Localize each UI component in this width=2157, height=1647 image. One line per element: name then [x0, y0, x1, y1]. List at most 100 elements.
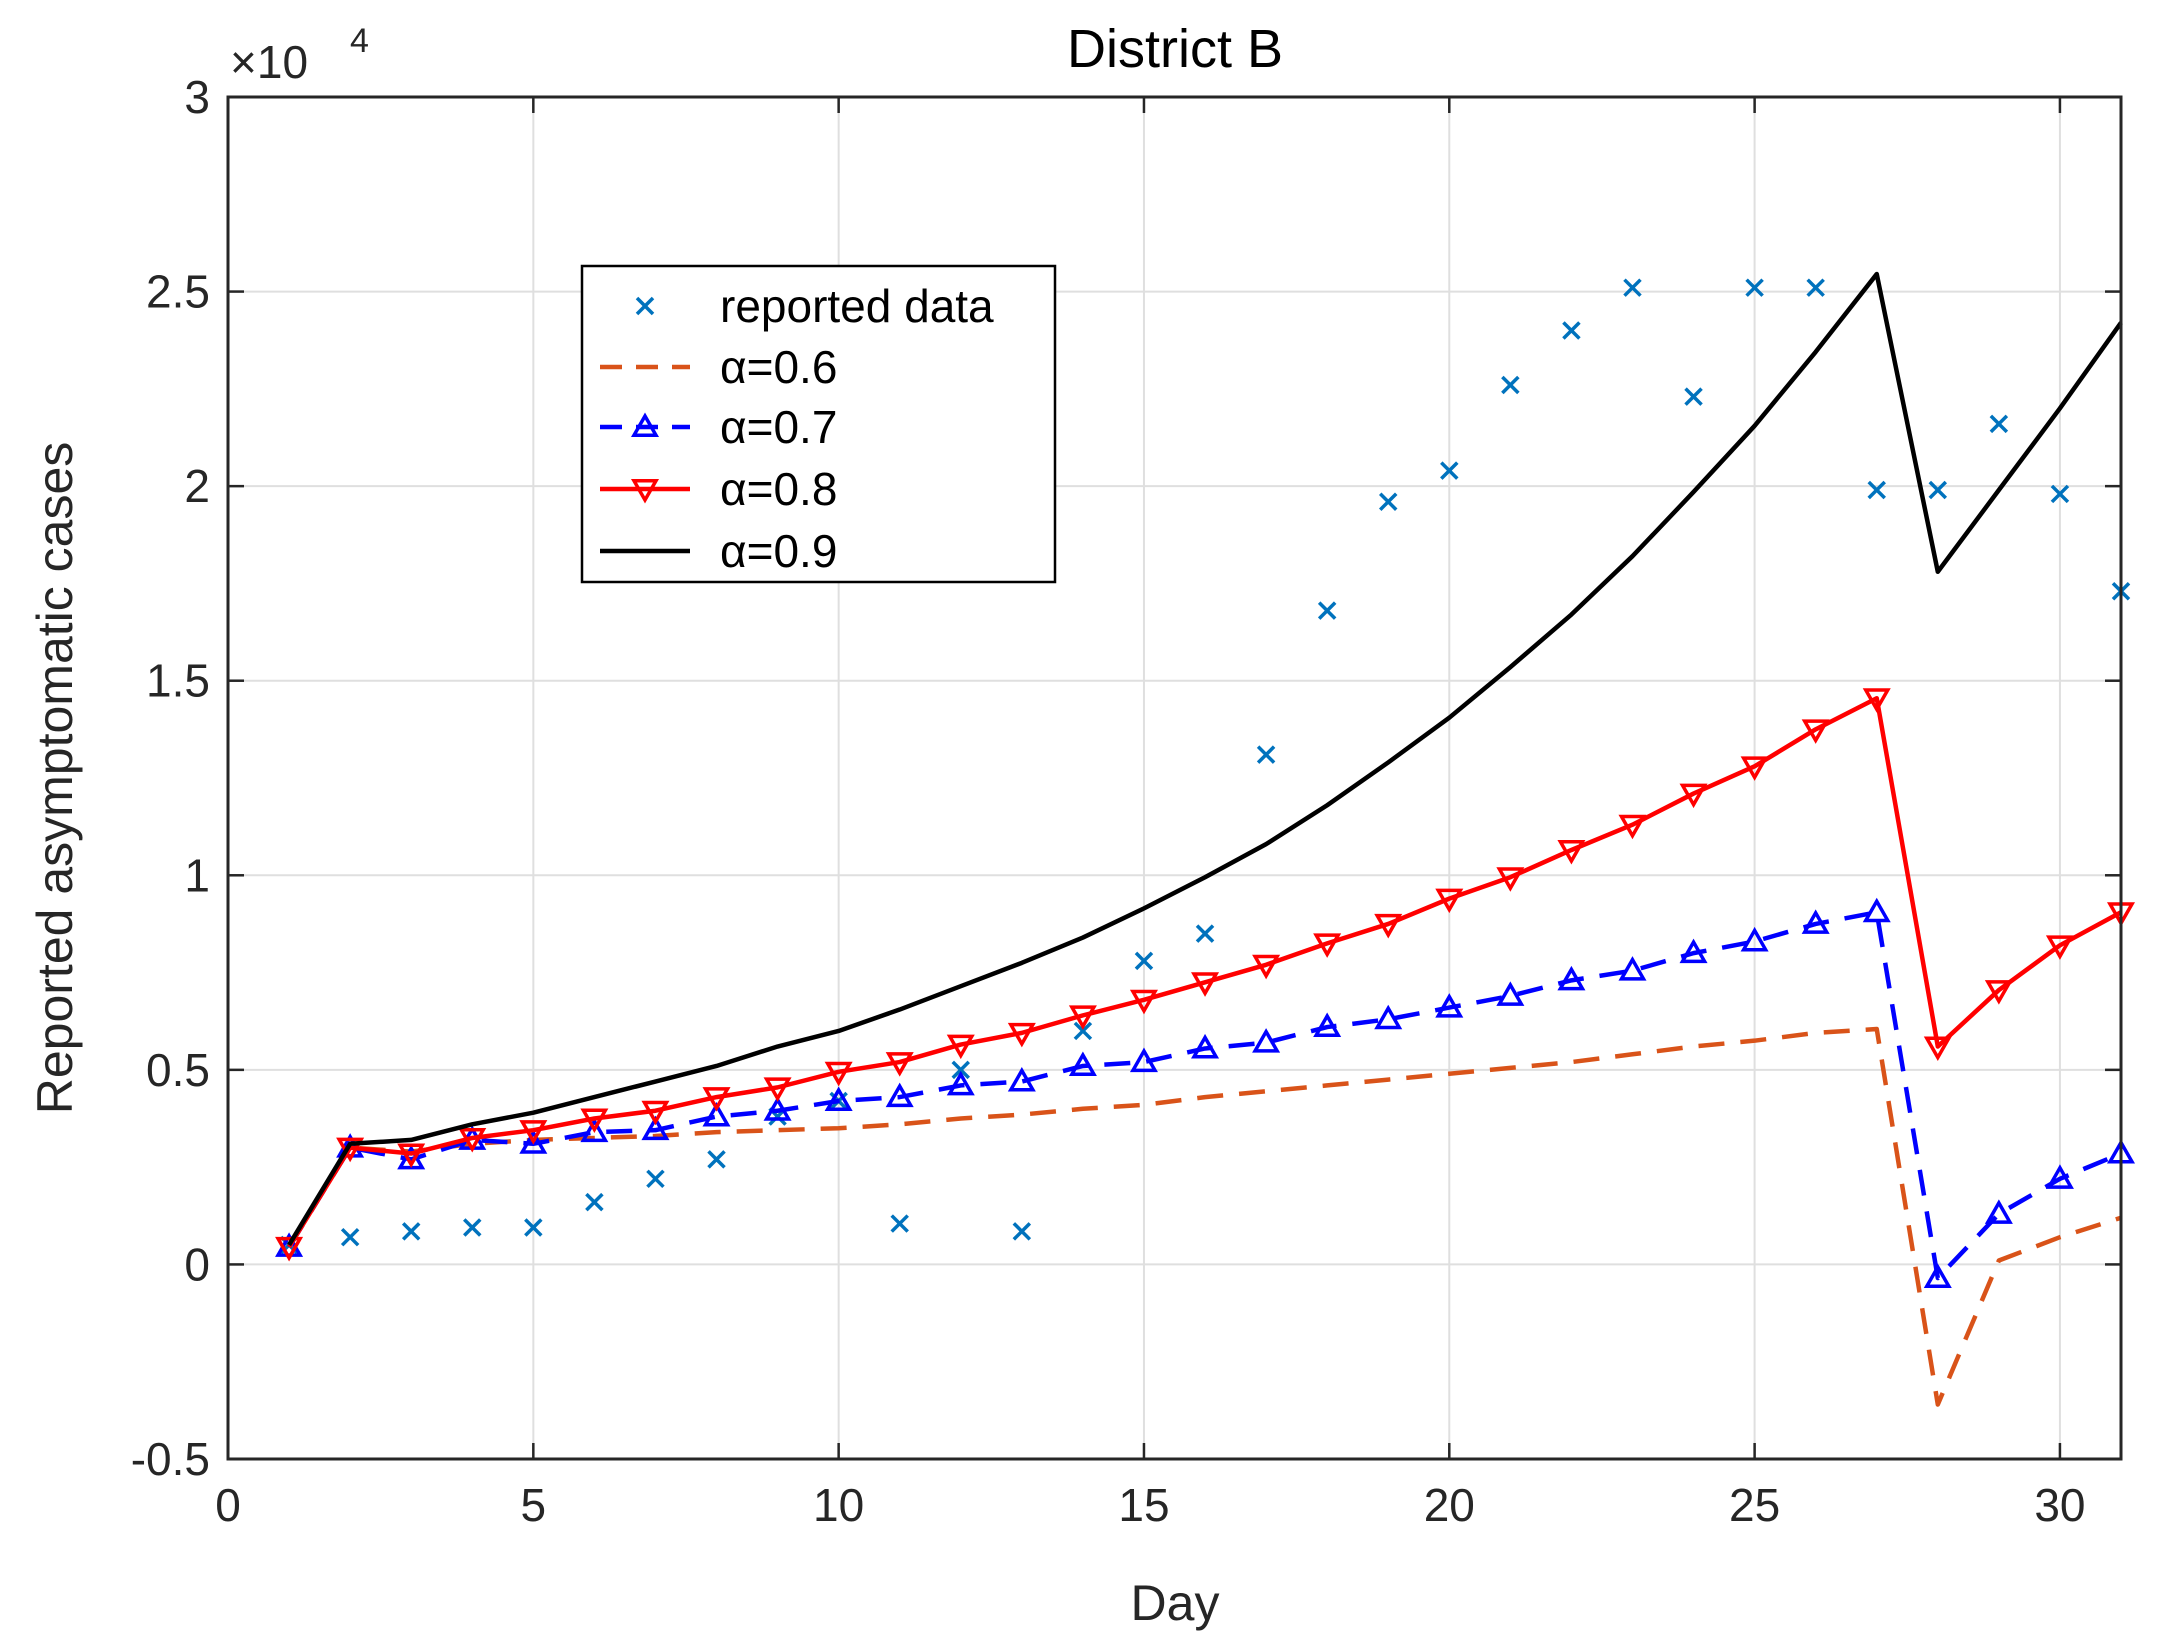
- legend-label: reported data: [720, 280, 994, 332]
- x-tick-label: 25: [1729, 1479, 1780, 1531]
- data-point: [1923, 1036, 1952, 1062]
- data-point-stroke: [1684, 387, 1703, 406]
- chart-title: District B: [1067, 19, 1283, 79]
- data-point-stroke: [1806, 278, 1825, 297]
- data-point-stroke: [1012, 1222, 1032, 1241]
- data-point: [1984, 980, 2013, 1005]
- data-point-stroke: [1501, 375, 1520, 395]
- series-alpha-0-9: [287, 271, 2123, 1247]
- data-point: [1440, 461, 1459, 480]
- data-point: [702, 1102, 731, 1127]
- data-point: [1374, 913, 1403, 939]
- data-point-stroke: [1867, 480, 1886, 500]
- data-point: [1313, 933, 1342, 958]
- series-line: [287, 1026, 2122, 1407]
- data-point: [519, 1120, 548, 1145]
- data-point: [1618, 956, 1647, 981]
- legend: reported data α=0.6 α=0.7 α=0.8 α=0.9: [580, 264, 1057, 584]
- data-point: [524, 1218, 543, 1237]
- data-point: [646, 1169, 665, 1189]
- x-tick-label: 5: [521, 1479, 547, 1531]
- data-point-stroke: [890, 1214, 909, 1233]
- data-point: [340, 1227, 360, 1247]
- data-point: [1252, 1028, 1281, 1053]
- legend-items: reported data α=0.6 α=0.7 α=0.8 α=0.9: [600, 280, 994, 577]
- data-point: [1740, 926, 1769, 952]
- data-point-stroke: [1378, 492, 1398, 511]
- data-point: [1374, 1004, 1403, 1030]
- data-point: [397, 1143, 426, 1169]
- y-tick-label: 0.5: [146, 1044, 210, 1096]
- data-point-stroke: [585, 1192, 604, 1212]
- series-reported-data: [279, 278, 2131, 1255]
- plot-frame: [226, 95, 2123, 1461]
- y-tick-label: 0: [184, 1238, 210, 1290]
- y-tick-label: 2: [184, 460, 210, 512]
- axis-ticks: 0 5 10 15 20 25 30-0.500.511.522.53: [131, 71, 2121, 1531]
- data-point-stroke: [524, 1218, 543, 1237]
- data-point: [2045, 1164, 2074, 1189]
- data-point-stroke: [1195, 924, 1215, 943]
- data-point: [707, 1150, 726, 1169]
- data-point-stroke: [951, 1060, 971, 1080]
- data-point: [1068, 1005, 1097, 1030]
- data-point: [1989, 414, 2009, 434]
- data-point: [1745, 278, 1764, 297]
- legend-item: reported data: [635, 280, 994, 332]
- data-point: [458, 1127, 487, 1153]
- legend-item: α=0.7: [600, 401, 837, 453]
- data-point: [1007, 1022, 1036, 1048]
- data-point: [1562, 321, 1581, 340]
- data-point-stroke: [1745, 278, 1764, 297]
- data-point: [641, 1115, 670, 1141]
- legend-label: α=0.7: [720, 401, 837, 453]
- grid-lines: [228, 97, 2121, 1459]
- data-point-stroke: [646, 1169, 665, 1189]
- data-point: [1801, 909, 1830, 934]
- data-point: [580, 1117, 609, 1143]
- data-point: [1129, 1047, 1158, 1073]
- legend-box: [580, 264, 1057, 584]
- data-point-stroke: [340, 1227, 360, 1247]
- data-point-stroke: [1317, 601, 1337, 620]
- legend-item: α=0.8: [600, 463, 837, 515]
- data-point: [463, 1218, 482, 1237]
- data-point: [890, 1214, 909, 1233]
- series-line: [287, 271, 2123, 1247]
- data-point: [585, 1192, 604, 1212]
- data-point: [1679, 938, 1708, 964]
- x-tick-label: 30: [2034, 1479, 2085, 1531]
- data-point: [946, 1034, 975, 1060]
- data-point: [2050, 484, 2070, 504]
- data-point: [275, 1236, 304, 1262]
- data-point: [946, 1070, 975, 1096]
- y-axis-label: Reported asymptomatic cases: [27, 442, 83, 1115]
- legend-label: α=0.9: [720, 525, 837, 577]
- x-axis-label: Day: [1131, 1575, 1220, 1631]
- data-point: [1435, 993, 1464, 1018]
- data-point: [1618, 814, 1647, 840]
- y-tick-label: 1.5: [146, 655, 210, 707]
- data-point: [824, 1061, 853, 1087]
- data-point: [951, 1060, 971, 1080]
- data-point-stroke: [707, 1150, 726, 1169]
- data-point: [1378, 492, 1398, 511]
- y-tick-label: 2.5: [146, 266, 210, 318]
- x-tick-label: 20: [1424, 1479, 1475, 1531]
- data-point-stroke: [1623, 278, 1642, 297]
- data-point-stroke: [1134, 951, 1154, 971]
- data-point: [885, 1082, 914, 1108]
- legend-item: α=0.9: [600, 525, 837, 577]
- data-point: [1684, 387, 1703, 406]
- series-alpha-0-6: [287, 1026, 2122, 1407]
- y-exponent-power: 4: [350, 22, 369, 60]
- data-point: [885, 1052, 914, 1077]
- data-point: [1313, 1012, 1342, 1038]
- legend-marker: [635, 296, 655, 316]
- plot-area: [228, 97, 2121, 1459]
- data-point: [1073, 1021, 1093, 1041]
- data-point-stroke: [1073, 1021, 1093, 1041]
- data-point: [1007, 1067, 1036, 1092]
- data-point: [401, 1222, 421, 1241]
